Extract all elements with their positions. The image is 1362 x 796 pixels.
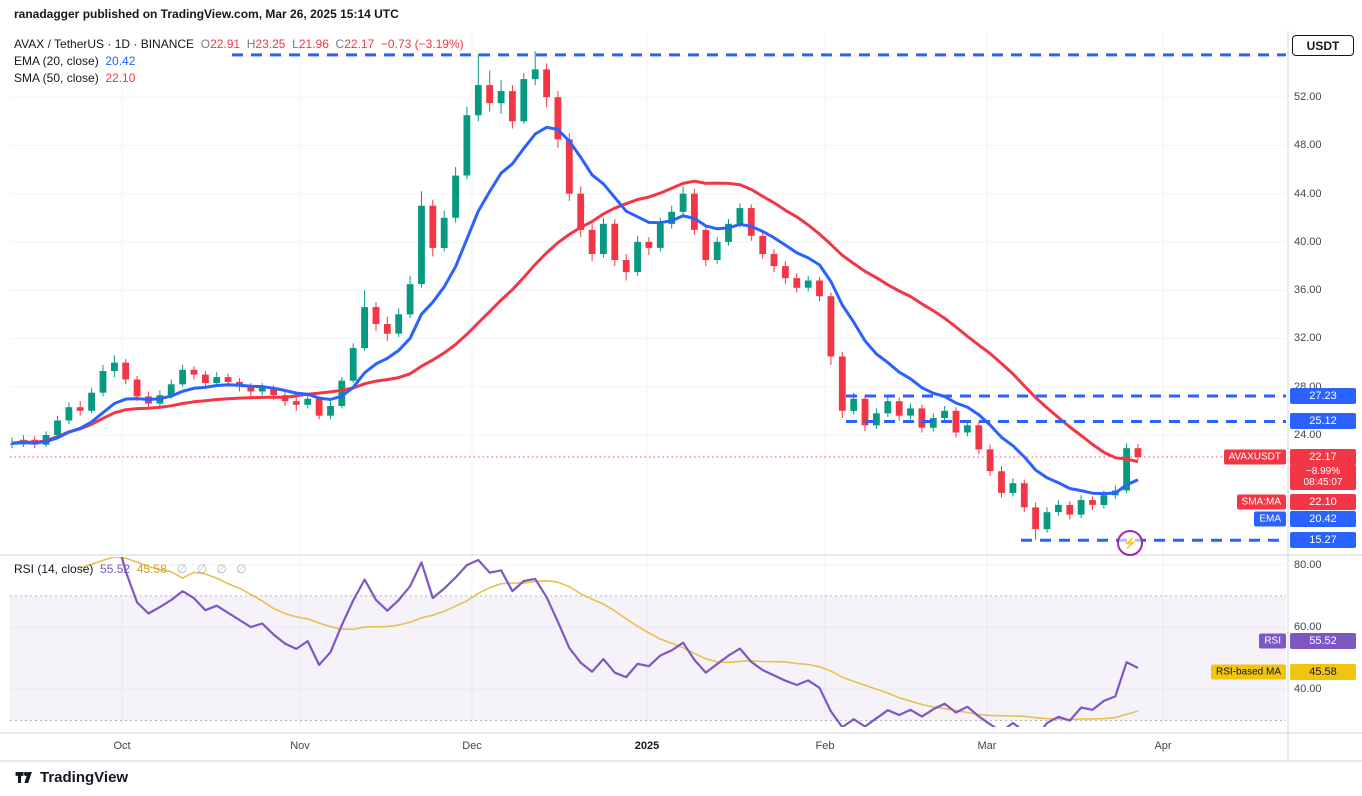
current-price-badge: 22.17 — [1290, 449, 1356, 466]
lightning-annotation[interactable]: ⚡ — [1117, 530, 1143, 556]
time-axis-label[interactable]: Apr — [1154, 740, 1172, 752]
time-axis-label[interactable]: Mar — [977, 740, 997, 752]
rsi-band — [10, 595, 1286, 721]
level-badge: 27.23 — [1290, 388, 1356, 404]
sma-legend-label: SMA (50, close) — [14, 71, 99, 85]
level-badge: 25.12 — [1290, 413, 1356, 430]
rsi-tick-label: 80.00 — [1294, 558, 1322, 571]
price-axis-unit[interactable]: USDT — [1292, 35, 1354, 56]
symbol-legend[interactable]: AVAX / TetherUS · 1D · BINANCE O22.91 H2… — [14, 36, 464, 87]
rsi-tick-label: 40.00 — [1294, 683, 1322, 696]
sma-plot-label: SMA:MA — [1236, 494, 1286, 510]
rsi-legend-label: RSI (14, close) — [14, 562, 94, 576]
rsi-legend-extras: ∅ ∅ ∅ ∅ — [176, 562, 250, 576]
time-axis-label[interactable]: Nov — [290, 740, 310, 752]
ema-legend-row[interactable]: EMA (20, close) 20.42 — [14, 53, 464, 69]
ema-legend-label: EMA (20, close) — [14, 54, 99, 68]
ohlc-open-label: O — [200, 37, 211, 51]
ema-plot-label: EMA — [1254, 511, 1286, 527]
price-tick-label: 48.00 — [1294, 139, 1322, 152]
rsi-tick-label: 60.00 — [1294, 621, 1322, 634]
price-tick-label: 44.00 — [1294, 187, 1322, 200]
change-value: −0.73 (−3.19%) — [380, 37, 464, 51]
footer[interactable]: TradingView — [14, 768, 128, 787]
lightning-icon: ⚡ — [1122, 536, 1138, 550]
symbol-title-row[interactable]: AVAX / TetherUS · 1D · BINANCE O22.91 H2… — [14, 36, 464, 52]
price-tick-label: 36.00 — [1294, 284, 1322, 297]
ohlc-low-label: L — [292, 37, 299, 51]
ohlc-open-value: 22.91 — [210, 37, 241, 51]
rsi-legend[interactable]: RSI (14, close) 55.52 45.58 ∅ ∅ ∅ ∅ — [14, 562, 250, 576]
ema-line[interactable] — [11, 125, 1139, 496]
price-tick-label: 32.00 — [1294, 332, 1322, 345]
price-tick-label: 52.00 — [1294, 91, 1322, 104]
ohlc-high-label: H — [246, 37, 256, 51]
published-header: ranadagger published on TradingView.com,… — [14, 7, 399, 21]
candlestick-series[interactable] — [9, 51, 1142, 540]
rsi-line[interactable] — [58, 529, 1139, 738]
rsi-legend-value: 55.52 — [100, 562, 131, 576]
support-resistance-levels[interactable] — [232, 53, 1286, 542]
tradingview-wordmark: TradingView — [40, 769, 129, 786]
rsi-plot-label: RSI — [1259, 633, 1286, 649]
ohlc-close-value: 22.17 — [344, 37, 375, 51]
symbol-plot-label: AVAXUSDT — [1223, 449, 1286, 465]
ohlc-low-value: 21.96 — [298, 37, 329, 51]
symbol-title: AVAX / TetherUS · 1D · BINANCE — [14, 37, 195, 51]
rsi-ma-line[interactable] — [79, 557, 1139, 721]
sma-legend-value: 22.10 — [105, 71, 136, 85]
rsi-ma-plot-label: RSI-based MA — [1210, 664, 1286, 680]
level-badge: 15.27 — [1290, 532, 1356, 549]
time-axis-label[interactable]: Dec — [462, 740, 482, 752]
time-axis-label[interactable]: 2025 — [634, 740, 660, 752]
rsi-ma-legend-value: 45.58 — [136, 562, 167, 576]
price-tick-label: 40.00 — [1294, 235, 1322, 248]
rsi-ma-value-badge: 45.58 — [1290, 663, 1356, 680]
change-countdown-badge: −8.99% 08:45:07 — [1290, 464, 1356, 491]
gridlines — [10, 31, 1286, 727]
rsi-value-badge: 55.52 — [1290, 633, 1356, 649]
price-tick-label: 24.00 — [1294, 428, 1322, 441]
sma-line[interactable] — [11, 179, 1139, 464]
time-axis-label[interactable]: Oct — [113, 740, 131, 752]
ohlc-high-value: 23.25 — [255, 37, 286, 51]
sma-legend-row[interactable]: SMA (50, close) 22.10 — [14, 70, 464, 86]
sma-value-badge: 22.10 — [1290, 494, 1356, 511]
ema-value-badge: 20.42 — [1290, 511, 1356, 528]
time-axis-label[interactable]: Feb — [815, 740, 835, 752]
ema-legend-value: 20.42 — [105, 54, 136, 68]
ohlc-close-label: C — [335, 37, 345, 51]
chart-canvas[interactable] — [0, 0, 1362, 765]
tradingview-logo-icon — [15, 771, 32, 784]
